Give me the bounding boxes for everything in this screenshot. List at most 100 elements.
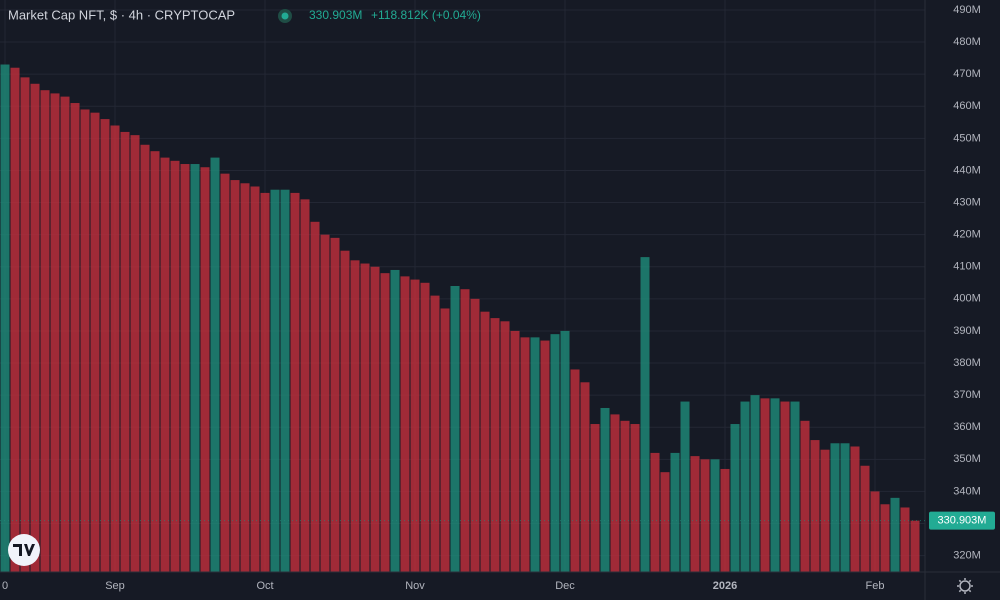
bar: [380, 273, 390, 572]
header-change: +118.812K (+0.04%): [371, 8, 481, 22]
bar: [140, 144, 150, 572]
bar: [100, 119, 110, 572]
bar: [200, 167, 210, 573]
bar: [250, 186, 260, 572]
bar: [500, 321, 510, 572]
bar: [570, 369, 580, 572]
bar: [410, 279, 420, 572]
bar: [150, 151, 160, 572]
bar: [560, 330, 570, 572]
bar: [290, 192, 300, 572]
y-tick-label: 410M: [953, 261, 981, 273]
status-dot: [281, 12, 289, 20]
y-tick-label: 390M: [953, 325, 981, 337]
bar: [740, 401, 750, 572]
y-tick-label: 360M: [953, 421, 981, 433]
bar: [760, 398, 770, 572]
chart-title: Market Cap NFT, $ · 4h · CRYPTOCAP: [8, 7, 235, 22]
header-price: 330.903M: [309, 8, 362, 22]
bar: [120, 131, 130, 573]
bar: [610, 414, 620, 572]
bar: [830, 443, 840, 572]
bar: [780, 401, 790, 572]
x-tick-label: 0: [2, 580, 8, 592]
bar: [90, 112, 100, 573]
bar: [30, 83, 40, 573]
bar: [880, 504, 890, 572]
bar: [700, 459, 710, 572]
bar: [460, 289, 470, 572]
bar: [70, 103, 80, 572]
y-tick-label: 320M: [953, 550, 981, 562]
bar: [80, 109, 90, 572]
bar: [310, 221, 320, 572]
bar: [480, 311, 490, 572]
bar: [320, 234, 330, 572]
bar: [600, 407, 610, 572]
bar: [670, 452, 680, 572]
bar: [900, 507, 910, 572]
tv-logo[interactable]: [8, 534, 40, 566]
x-tick-label: Sep: [105, 580, 125, 592]
bar: [860, 465, 870, 572]
bar: [620, 420, 630, 572]
bar: [690, 456, 700, 572]
y-tick-label: 460M: [953, 100, 981, 112]
bar: [370, 266, 380, 572]
last-price-box: [929, 511, 995, 530]
bar: [750, 395, 760, 572]
bar: [770, 398, 780, 572]
bar: [650, 452, 660, 572]
y-tick-label: 450M: [953, 132, 981, 144]
bar: [510, 330, 520, 572]
bar: [350, 260, 360, 572]
bar: [530, 337, 540, 572]
bar: [910, 520, 920, 572]
x-tick-label: 2026: [713, 580, 737, 592]
bar: [340, 250, 350, 573]
bar: [590, 424, 600, 572]
bar: [230, 180, 240, 572]
bar: [60, 96, 70, 573]
bar: [270, 189, 280, 572]
bar: [660, 472, 670, 572]
bar: [440, 308, 450, 572]
bar: [470, 298, 480, 572]
bar: [390, 269, 400, 572]
bar: [300, 199, 310, 573]
y-tick-label: 470M: [953, 68, 981, 80]
y-tick-label: 380M: [953, 357, 981, 369]
bar: [800, 420, 810, 572]
bar: [360, 263, 370, 572]
y-tick-label: 490M: [953, 4, 981, 16]
plot-area: [0, 0, 925, 573]
bar: [490, 318, 500, 572]
y-tick-label: 340M: [953, 485, 981, 497]
x-tick-label: Feb: [866, 580, 885, 592]
bar: [190, 164, 200, 572]
bar: [160, 157, 170, 573]
bar: [840, 443, 850, 572]
bar: [820, 449, 830, 572]
y-tick-label: 480M: [953, 36, 981, 48]
x-tick-label: Nov: [405, 580, 425, 592]
bar: [330, 237, 340, 572]
bar: [580, 382, 590, 572]
bar: [400, 276, 410, 572]
bar: [0, 64, 10, 572]
bar: [630, 424, 640, 572]
y-tick-label: 430M: [953, 196, 981, 208]
bar: [790, 401, 800, 572]
settings-icon[interactable]: [957, 578, 973, 594]
y-tick-label: 440M: [953, 164, 981, 176]
bar: [640, 257, 650, 572]
bar: [220, 173, 230, 572]
bar: [240, 183, 250, 573]
bar: [520, 337, 530, 572]
bar: [420, 282, 430, 572]
bar: [430, 295, 440, 572]
bar: [130, 135, 140, 572]
bar: [210, 157, 220, 573]
bar: [50, 93, 60, 572]
